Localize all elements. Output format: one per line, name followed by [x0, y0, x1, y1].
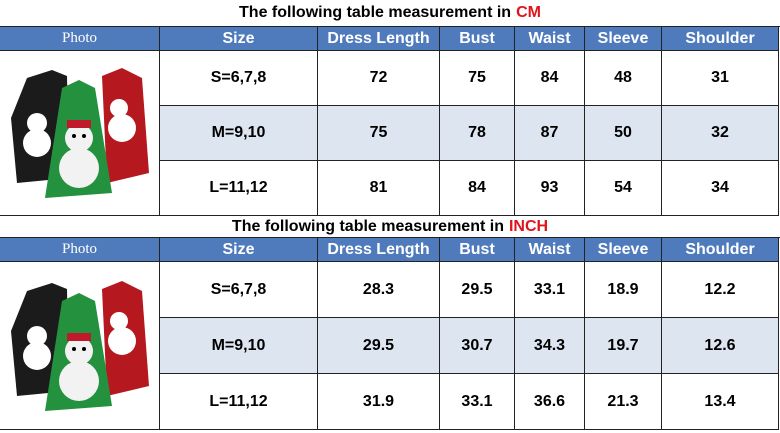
table-title: The following table measurement in CM [0, 0, 780, 27]
value-cell: 32 [662, 106, 779, 161]
table-title: The following table measurement in INCH [0, 216, 780, 238]
title-unit: INCH [508, 217, 549, 235]
header-cell: Photo [0, 27, 160, 51]
value-cell: 75 [440, 51, 515, 106]
size-cell: L=11,12 [160, 374, 318, 430]
dress-photo [11, 280, 149, 411]
value-cell: 84 [515, 51, 585, 106]
value-cell: 29.5 [440, 262, 515, 318]
header-cell: Photo [0, 238, 160, 262]
value-cell: 50 [585, 106, 662, 161]
value-cell: 78 [440, 106, 515, 161]
photo-cell [0, 51, 160, 216]
header-cell: Shoulder [662, 238, 779, 262]
value-cell: 31 [662, 51, 779, 106]
header-cell: Waist [515, 238, 585, 262]
header-cell: Dress Length [318, 238, 440, 262]
value-cell: 34 [662, 161, 779, 216]
value-cell: 87 [515, 106, 585, 161]
header-cell: Size [160, 27, 318, 51]
size-cell: M=9,10 [160, 318, 318, 374]
value-cell: 13.4 [662, 374, 779, 430]
value-cell: 48 [585, 51, 662, 106]
header-cell: Shoulder [662, 27, 779, 51]
value-cell: 34.3 [515, 318, 585, 374]
value-cell: 19.7 [585, 318, 662, 374]
value-cell: 84 [440, 161, 515, 216]
value-cell: 18.9 [585, 262, 662, 318]
value-cell: 93 [515, 161, 585, 216]
value-cell: 33.1 [515, 262, 585, 318]
size-cell: S=6,7,8 [160, 262, 318, 318]
title-unit: CM [516, 4, 541, 21]
size-cell: M=9,10 [160, 106, 318, 161]
value-cell: 81 [318, 161, 440, 216]
value-cell: 54 [585, 161, 662, 216]
header-cell: Bust [440, 238, 515, 262]
value-cell: 21.3 [585, 374, 662, 430]
size-cell: L=11,12 [160, 161, 318, 216]
value-cell: 28.3 [318, 262, 440, 318]
size-cell: S=6,7,8 [160, 51, 318, 106]
value-cell: 12.2 [662, 262, 779, 318]
value-cell: 29.5 [318, 318, 440, 374]
dress-photo [11, 68, 149, 198]
title-text: The following table measurement in [239, 4, 512, 21]
value-cell: 31.9 [318, 374, 440, 430]
title-text: The following table measurement in [231, 217, 504, 235]
value-cell: 33.1 [440, 374, 515, 430]
value-cell: 72 [318, 51, 440, 106]
value-cell: 36.6 [515, 374, 585, 430]
value-cell: 30.7 [440, 318, 515, 374]
header-cell: Sleeve [585, 238, 662, 262]
photo-cell [0, 262, 160, 430]
header-cell: Dress Length [318, 27, 440, 51]
header-cell: Waist [515, 27, 585, 51]
header-cell: Bust [440, 27, 515, 51]
header-cell: Sleeve [585, 27, 662, 51]
value-cell: 75 [318, 106, 440, 161]
header-cell: Size [160, 238, 318, 262]
value-cell: 12.6 [662, 318, 779, 374]
